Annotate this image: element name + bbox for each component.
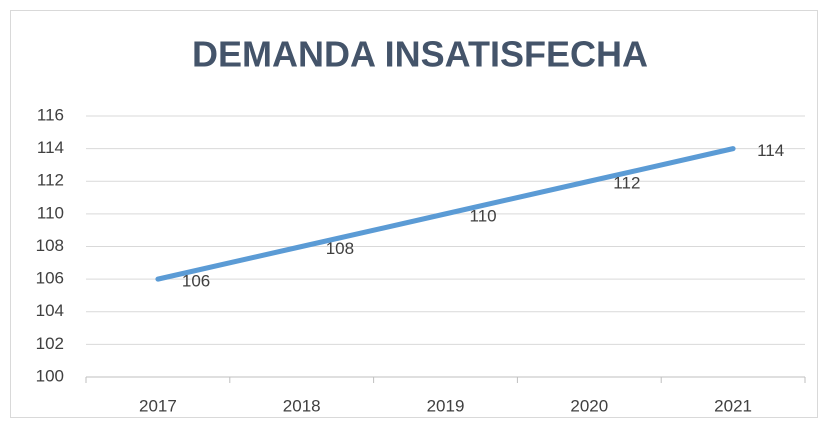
data-label: 108 bbox=[326, 239, 354, 258]
x-tick-label: 2019 bbox=[427, 396, 465, 415]
data-label: 106 bbox=[182, 272, 210, 291]
y-tick-label: 100 bbox=[36, 366, 64, 385]
x-tick-label: 2020 bbox=[570, 396, 608, 415]
y-tick-label: 106 bbox=[36, 269, 64, 288]
data-label: 110 bbox=[470, 206, 497, 225]
x-tick-label: 2021 bbox=[714, 396, 752, 415]
y-tick-label: 102 bbox=[36, 334, 64, 353]
x-tick-label: 2017 bbox=[139, 396, 177, 415]
data-label: 112 bbox=[613, 174, 640, 193]
data-label: 114 bbox=[757, 141, 784, 160]
y-tick-label: 112 bbox=[37, 171, 64, 190]
y-tick-label: 108 bbox=[36, 236, 64, 255]
y-tick-label: 114 bbox=[37, 138, 64, 157]
chart-title: DEMANDA INSATISFECHA bbox=[192, 34, 648, 75]
x-tick-label: 2018 bbox=[283, 396, 321, 415]
y-tick-label: 104 bbox=[36, 301, 64, 320]
y-tick-label: 110 bbox=[37, 203, 64, 222]
y-tick-label: 116 bbox=[37, 105, 64, 124]
data-line bbox=[155, 146, 736, 282]
